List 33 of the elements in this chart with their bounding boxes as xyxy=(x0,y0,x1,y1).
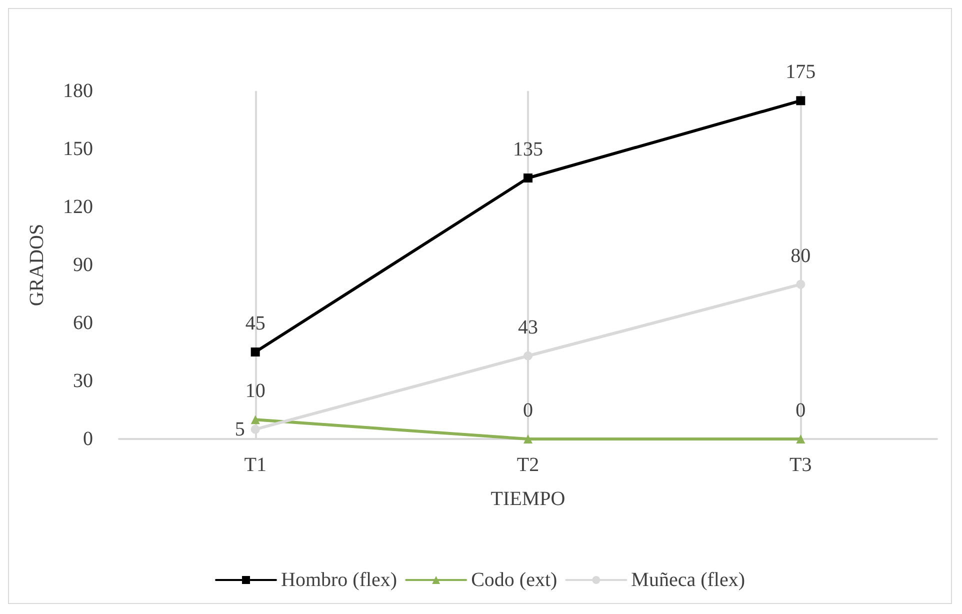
y-tick-label: 90 xyxy=(73,254,93,276)
data-label: 45 xyxy=(245,312,266,334)
y-tick-label: 120 xyxy=(63,196,93,218)
y-tick-label: 180 xyxy=(63,80,93,102)
x-axis-title: TIEMPO xyxy=(490,488,566,510)
legend-label: Hombro (flex) xyxy=(281,569,398,591)
point xyxy=(524,351,532,360)
data-label: 0 xyxy=(523,400,533,422)
data-label: 80 xyxy=(790,244,811,267)
point xyxy=(250,424,260,434)
data-label: 175 xyxy=(786,61,816,84)
y-tick-label: 150 xyxy=(63,138,93,160)
y-tick-label: 60 xyxy=(73,312,93,334)
point xyxy=(250,348,260,356)
point xyxy=(796,96,806,106)
data-label: 0 xyxy=(796,400,806,422)
point xyxy=(796,434,806,444)
y-tick-label: 30 xyxy=(73,370,93,392)
x-tick-label: T2 xyxy=(516,454,540,476)
y-tick-label: 0 xyxy=(83,428,93,450)
x-tick-label: T1 xyxy=(244,454,266,476)
legend-label: Muñeca (flex) xyxy=(631,569,745,591)
point xyxy=(524,174,532,182)
y-axis-title: GRADOS xyxy=(26,224,48,306)
legend-label: Codo (ext) xyxy=(471,569,558,591)
data-label: 10 xyxy=(245,380,266,402)
x-tick-label: T3 xyxy=(790,454,812,476)
data-label: 135 xyxy=(513,138,543,160)
data-label: 43 xyxy=(518,316,538,338)
point xyxy=(524,434,532,444)
point xyxy=(250,415,260,424)
data-label: 5 xyxy=(234,418,245,440)
point xyxy=(796,280,806,289)
